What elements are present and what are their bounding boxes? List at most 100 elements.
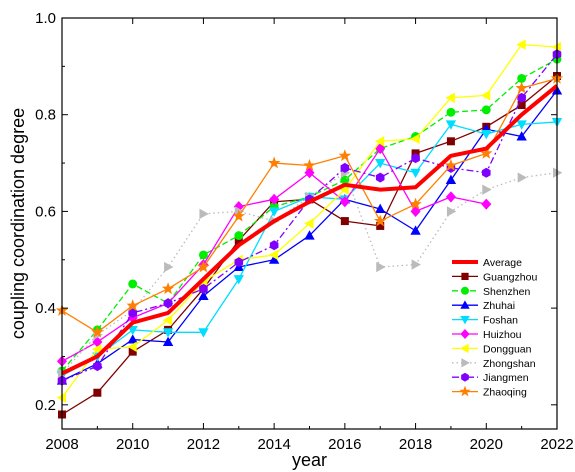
legend-label: Zhaoqing [483, 387, 527, 399]
data-point [234, 231, 244, 241]
data-point [444, 158, 458, 171]
data-point [91, 325, 104, 338]
legend-marker [460, 286, 469, 295]
y-tick-label: 0.2 [35, 397, 56, 414]
data-point [197, 260, 210, 273]
data-point [480, 146, 493, 159]
data-point [376, 261, 386, 273]
x-tick-label: 2020 [470, 436, 503, 453]
data-point [445, 120, 457, 130]
legend-item: Zhongshan [452, 358, 536, 370]
legend-label: Dongguan [483, 343, 532, 355]
data-point [199, 283, 208, 294]
x-tick-label: 2008 [45, 436, 78, 453]
plot-lines [55, 39, 564, 419]
series-average [61, 84, 559, 376]
legend-item: Shenzhen [452, 286, 530, 298]
y-tick-label: 0.8 [35, 107, 56, 124]
legend-label: Guangzhou [483, 271, 537, 283]
data-point [446, 137, 455, 146]
data-point [517, 92, 526, 103]
legend-marker [461, 272, 469, 281]
data-point [268, 249, 279, 261]
data-point [445, 174, 457, 184]
data-point [515, 81, 528, 94]
legend-item: Guangzhou [452, 271, 537, 283]
data-point [163, 298, 173, 309]
data-point [481, 130, 492, 140]
data-point [161, 282, 175, 295]
data-point [517, 73, 527, 83]
legend-label: Average [483, 257, 522, 269]
data-point [304, 218, 314, 229]
legend-label: Zhongshan [483, 358, 536, 370]
legend-marker [460, 343, 469, 354]
data-point [410, 205, 421, 217]
legend-item: Foshan [452, 315, 518, 327]
data-point [128, 307, 138, 318]
series-jiangmen [57, 49, 562, 386]
data-point [127, 334, 138, 344]
data-point [373, 214, 387, 227]
data-point [269, 240, 279, 251]
data-point [446, 107, 456, 117]
data-point [128, 279, 138, 289]
data-point [517, 172, 527, 183]
series-line [61, 172, 558, 374]
data-point [304, 167, 315, 179]
data-point [481, 105, 491, 115]
axes: 2008 2010 2012 2014 2016 2018 2020 2022 0.2 0.4 0.… [35, 10, 574, 453]
data-point [409, 197, 422, 210]
series-zhaoqing [55, 71, 564, 338]
data-point [92, 344, 102, 355]
data-point [199, 208, 209, 220]
data-point [516, 131, 527, 141]
data-point [446, 206, 457, 217]
data-point [267, 156, 281, 169]
y-tick-label: 0.6 [35, 203, 56, 220]
legend: Average Guangzhou Shenzhen Zhuhai Foshan Huiz… [452, 257, 537, 399]
x-tick-label: 2012 [187, 436, 220, 453]
data-point [516, 39, 526, 50]
data-point [269, 193, 280, 205]
legend-label: Foshan [483, 315, 518, 327]
legend-label: Shenzhen [483, 286, 530, 298]
data-point [268, 254, 280, 264]
legend-item: Zhuhai [452, 300, 515, 312]
data-point [233, 275, 244, 285]
data-point [516, 120, 527, 130]
data-point [268, 207, 280, 217]
data-point [303, 158, 316, 171]
x-axis-title: year [292, 450, 327, 470]
legend-marker [459, 385, 471, 397]
legend-label: Huizhou [483, 329, 522, 341]
y-tick-label: 0.4 [35, 300, 56, 317]
data-point [93, 388, 102, 397]
legend-marker [461, 372, 469, 382]
legend-marker [460, 329, 470, 339]
legend-item: Jiangmen [452, 372, 529, 384]
y-tick-label: 1.0 [35, 10, 56, 27]
x-tick-label: 2014 [257, 436, 290, 453]
data-point [304, 230, 315, 240]
legend-marker [460, 315, 470, 325]
y-axis-title: coupling coordination degree [8, 108, 28, 339]
data-point [164, 261, 174, 273]
data-point [410, 225, 421, 235]
data-point [340, 217, 349, 226]
data-point [162, 315, 173, 326]
data-point [375, 203, 386, 213]
legend-item: Huizhou [452, 329, 522, 341]
x-tick-label: 2018 [399, 436, 432, 453]
x-tick-label: 2010 [116, 436, 149, 453]
data-point [481, 167, 491, 178]
legend-item: Average [452, 257, 522, 269]
data-point [162, 336, 174, 346]
legend-item: Dongguan [452, 343, 532, 355]
legend-label: Zhuhai [483, 300, 515, 312]
data-point [339, 196, 350, 208]
data-point [480, 90, 491, 101]
data-point [445, 92, 455, 103]
data-point [482, 184, 492, 195]
